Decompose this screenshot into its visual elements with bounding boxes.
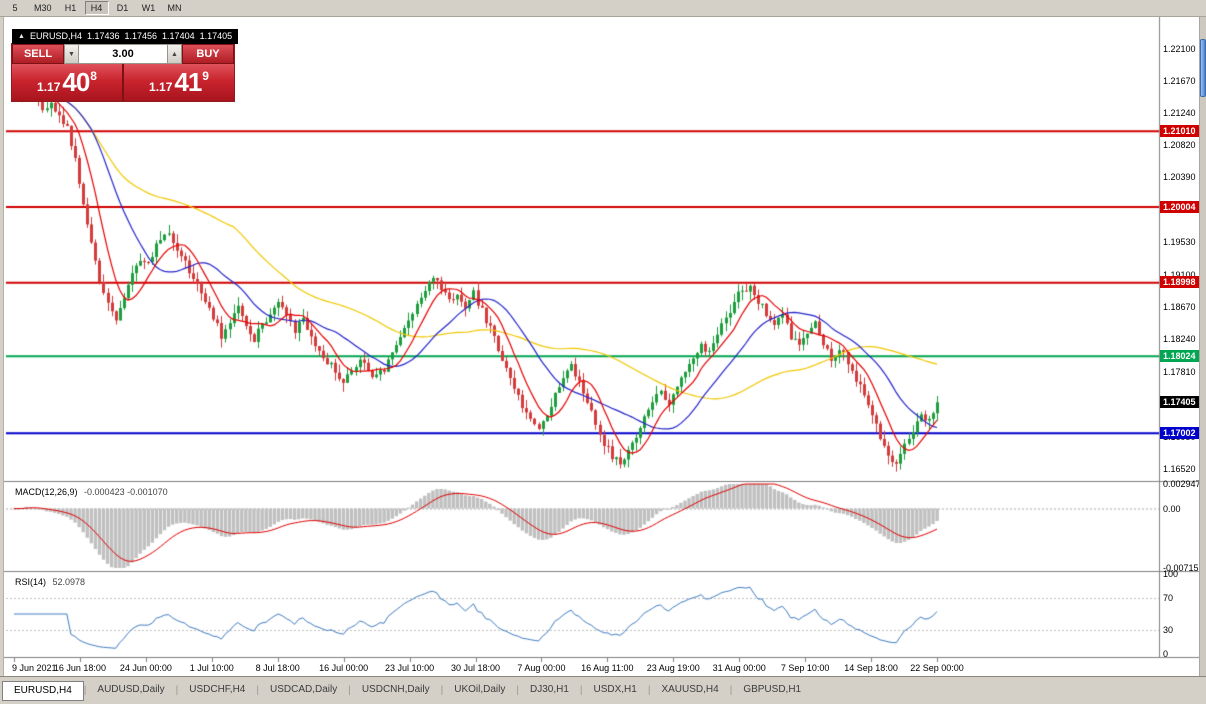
tab-separator: | [256,685,259,696]
tab-separator: | [647,685,651,696]
ask-pipette: 9 [202,69,209,83]
chart-tab[interactable]: DJ30,H1 [529,683,569,695]
bid-big-figure: 1.17 [37,79,61,94]
timeframe-button-mn[interactable]: MN [162,1,187,15]
bid-pips: 40 [62,67,90,97]
timeframe-button-m30[interactable]: M30 [29,1,57,15]
ohlc-high: 1.17456 [124,31,158,41]
chart-tab[interactable]: XAUUSD,H4 [661,683,719,695]
macd-label: MACD(12,26,9) -0.000423 -0.001070 [15,487,168,497]
tab-separator: | [440,685,444,696]
tab-separator: | [175,685,179,696]
bid-price[interactable]: 1.17 40 8 [12,64,122,101]
ask-price[interactable]: 1.17 41 9 [124,64,234,101]
chart-tab[interactable]: AUDUSD,Daily [97,683,165,695]
timeframe-button-d1[interactable]: D1 [110,1,135,15]
ohlc-open: 1.17436 [86,31,120,41]
ohlc-low: 1.17404 [162,31,195,41]
tab-separator: | [579,685,583,696]
buy-button[interactable]: BUY [182,44,234,64]
macd-values: -0.000423 -0.001070 [84,487,168,497]
ask-big-figure: 1.17 [149,79,173,94]
bid-pipette: 8 [90,69,97,83]
chevron-down-icon: ▼ [68,50,75,58]
rsi-name: RSI(14) [15,577,47,587]
price-chart[interactable] [4,17,1200,676]
ohlc-symbol: EURUSD,H4 [29,31,82,41]
volume-decrease-button[interactable]: ▼ [64,44,79,64]
chevron-up-icon: ▲ [171,50,178,58]
timeframe-button-h1[interactable]: H1 [58,1,83,15]
ohlc-close: 1.17405 [199,31,233,41]
chart-tab[interactable]: USDCNH,Daily [361,683,430,695]
chart-tab[interactable]: GBPUSD,H1 [743,683,802,695]
sell-button[interactable]: SELL [12,44,64,64]
chart-tab[interactable]: EURUSD,H4 [2,680,84,701]
chart-window: 1.22100 1.21670 1.21240 1.20820 1.20390 1.195… [3,17,1201,676]
timeframe-button-m5[interactable]: 5 [3,1,27,15]
chart-tab[interactable]: UKOil,Daily [454,683,506,695]
chart-tab[interactable]: USDX,H1 [593,683,637,695]
timeframe-toolbar: 5 M30 H1 H4 D1 W1 MN [0,0,1206,17]
volume-increase-button[interactable]: ▲ [167,44,182,64]
ask-pips: 41 [174,67,202,97]
tab-separator: | [516,685,519,696]
tab-separator: | [348,685,351,696]
timeframe-button-w1[interactable]: W1 [136,1,161,15]
one-click-trading-panel: SELL ▼ ▲ BUY 1.17 40 8 1.17 41 9 [12,44,234,101]
chart-tab[interactable]: USDCAD,Daily [269,683,338,695]
volume-input[interactable] [79,44,167,64]
rsi-label: RSI(14) 52.0978 [15,577,85,587]
timeframe-button-h4[interactable]: H4 [84,1,109,15]
tab-separator: | [729,685,733,696]
vertical-scrollbar[interactable] [1199,17,1206,676]
ohlc-bar: ▲ EURUSD,H4 1.17436 1.17456 1.17404 1.17… [12,29,239,44]
chart-tab-bar: EURUSD,H4 | AUDUSD,Daily | USDCHF,H4 | USDCAD,… [0,676,1206,704]
chart-tab[interactable]: USDCHF,H4 [189,683,246,695]
symbol-triangle-icon: ▲ [18,33,25,40]
tab-separator: | [83,685,87,696]
rsi-value: 52.0978 [52,577,86,587]
scrollbar-thumb[interactable] [1200,39,1206,97]
macd-name: MACD(12,26,9) [15,487,78,497]
